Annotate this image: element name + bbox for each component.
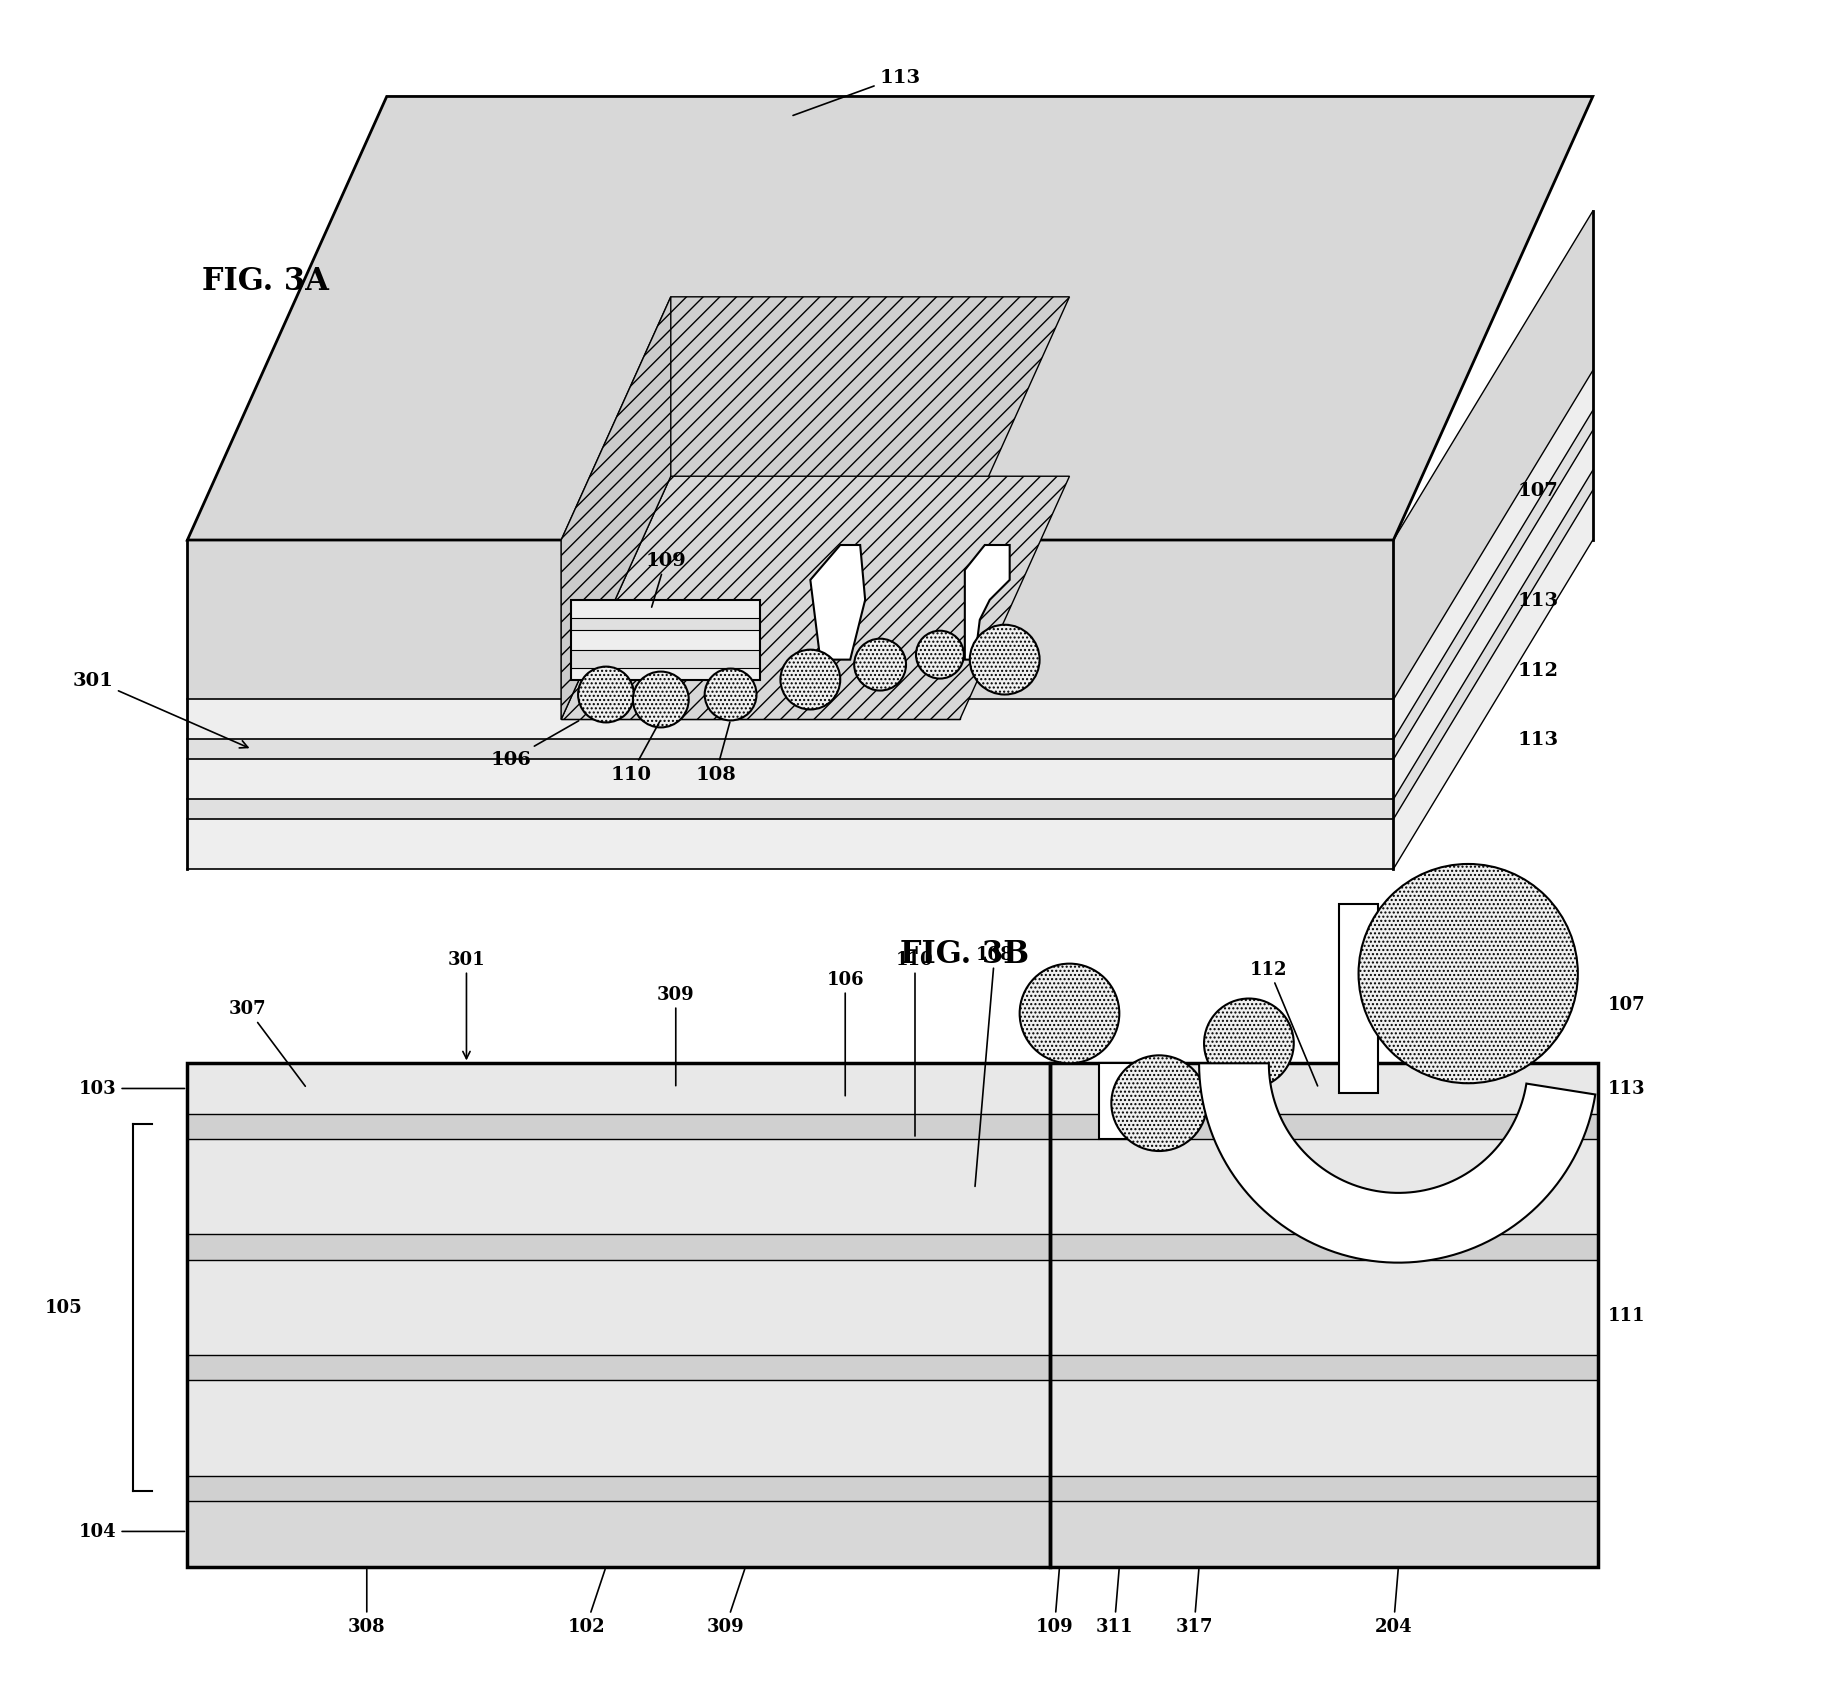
Circle shape	[1203, 999, 1295, 1088]
Polygon shape	[561, 540, 960, 720]
Polygon shape	[1050, 1477, 1598, 1502]
Polygon shape	[1050, 1113, 1598, 1139]
Text: 109: 109	[645, 552, 687, 607]
Polygon shape	[1393, 411, 1592, 760]
Polygon shape	[188, 1260, 1050, 1355]
Text: 113: 113	[792, 68, 920, 116]
Circle shape	[970, 626, 1039, 696]
Polygon shape	[1200, 1064, 1596, 1263]
Text: 301: 301	[73, 672, 248, 748]
Polygon shape	[1393, 471, 1592, 820]
Text: FIG. 3B: FIG. 3B	[900, 939, 1030, 970]
Polygon shape	[1050, 1355, 1598, 1381]
Polygon shape	[1050, 1260, 1598, 1355]
Polygon shape	[1393, 211, 1592, 701]
Text: 105: 105	[46, 1299, 82, 1316]
Text: 112: 112	[1517, 662, 1559, 679]
Circle shape	[1112, 1055, 1207, 1151]
Polygon shape	[572, 600, 760, 619]
Text: FIG. 3A: FIG. 3A	[203, 266, 329, 297]
Text: 106: 106	[491, 721, 579, 769]
Text: 110: 110	[610, 723, 659, 784]
Text: 108: 108	[975, 945, 1013, 1187]
Circle shape	[705, 668, 756, 721]
Polygon shape	[561, 298, 670, 720]
Circle shape	[917, 631, 964, 679]
Circle shape	[780, 650, 840, 709]
Polygon shape	[188, 1064, 1050, 1113]
Polygon shape	[188, 760, 1393, 800]
Polygon shape	[1050, 1234, 1598, 1260]
Polygon shape	[188, 1139, 1050, 1234]
Polygon shape	[572, 631, 760, 650]
Polygon shape	[188, 800, 1393, 820]
Polygon shape	[188, 1477, 1050, 1502]
Polygon shape	[561, 477, 1070, 720]
Circle shape	[1019, 963, 1119, 1064]
Text: 204: 204	[1375, 1570, 1411, 1635]
Polygon shape	[1393, 372, 1592, 740]
Polygon shape	[188, 97, 1592, 540]
Polygon shape	[561, 298, 1070, 540]
Polygon shape	[1393, 431, 1592, 800]
Polygon shape	[1050, 1502, 1598, 1567]
Circle shape	[1359, 864, 1578, 1084]
Polygon shape	[1050, 1381, 1598, 1477]
Polygon shape	[188, 1381, 1050, 1477]
Text: 107: 107	[1517, 483, 1559, 500]
Text: 309: 309	[707, 1569, 745, 1635]
Text: 309: 309	[657, 985, 694, 1086]
Text: 107: 107	[1607, 996, 1645, 1013]
Text: 311: 311	[1096, 1570, 1134, 1635]
Polygon shape	[572, 668, 760, 680]
Text: 301: 301	[447, 950, 486, 1059]
Polygon shape	[188, 1113, 1050, 1139]
Circle shape	[855, 639, 906, 691]
Text: 113: 113	[1517, 592, 1559, 609]
Text: 113: 113	[1607, 1079, 1645, 1098]
Circle shape	[579, 667, 634, 723]
Polygon shape	[811, 546, 866, 660]
Text: 103: 103	[79, 1079, 184, 1098]
Polygon shape	[1338, 904, 1379, 1093]
Polygon shape	[188, 540, 1393, 701]
Polygon shape	[188, 820, 1393, 870]
Polygon shape	[188, 701, 1393, 740]
Polygon shape	[188, 740, 1393, 760]
Polygon shape	[964, 546, 1010, 660]
Text: 108: 108	[696, 723, 736, 784]
Text: 307: 307	[228, 999, 305, 1086]
Circle shape	[634, 672, 688, 728]
Polygon shape	[1393, 491, 1592, 870]
Polygon shape	[572, 619, 760, 631]
Polygon shape	[572, 650, 760, 668]
Text: 113: 113	[1517, 731, 1559, 748]
Polygon shape	[188, 1355, 1050, 1381]
Polygon shape	[188, 1234, 1050, 1260]
Text: 110: 110	[897, 950, 933, 1136]
Polygon shape	[188, 1502, 1050, 1567]
Text: 104: 104	[79, 1523, 184, 1541]
Polygon shape	[1050, 1064, 1598, 1113]
Text: 317: 317	[1176, 1570, 1212, 1635]
Text: 102: 102	[568, 1569, 604, 1635]
Text: 308: 308	[349, 1570, 385, 1635]
Polygon shape	[1099, 1064, 1139, 1139]
Text: 109: 109	[1035, 1570, 1074, 1635]
Text: 106: 106	[827, 970, 864, 1096]
Text: 111: 111	[1607, 1306, 1645, 1325]
Polygon shape	[1050, 1139, 1598, 1234]
Text: 112: 112	[1251, 960, 1318, 1086]
